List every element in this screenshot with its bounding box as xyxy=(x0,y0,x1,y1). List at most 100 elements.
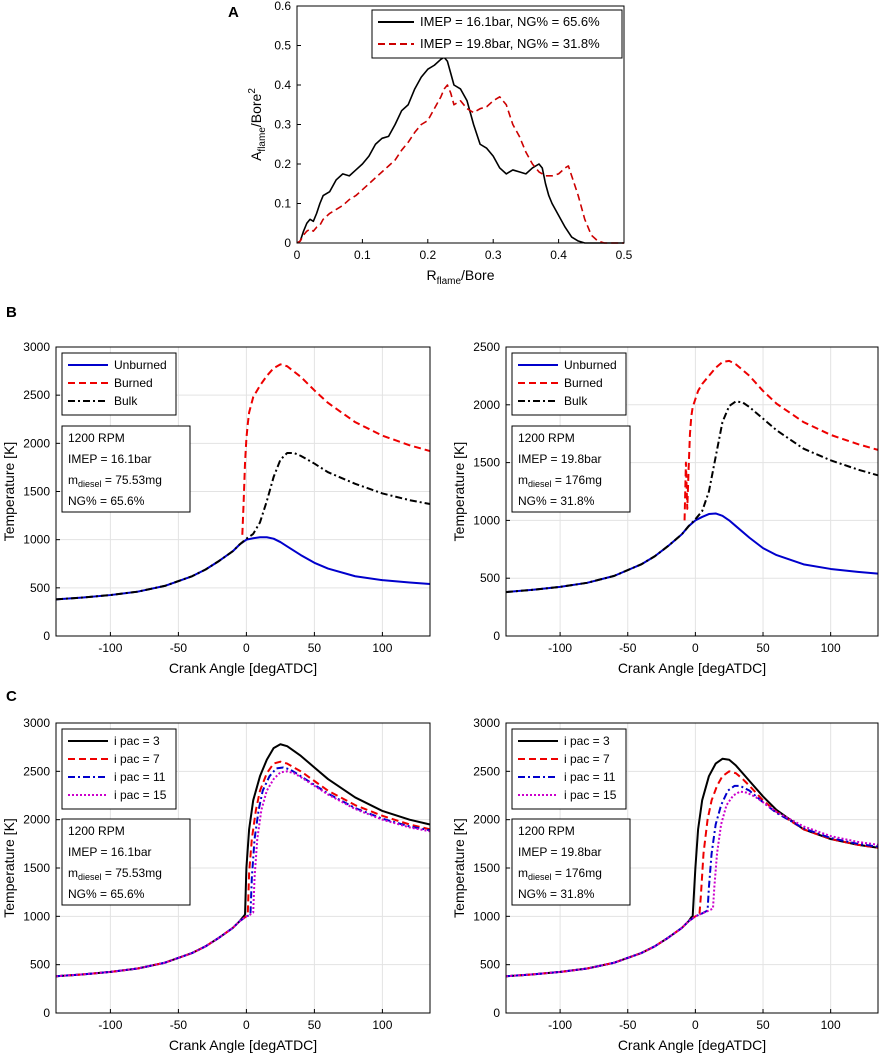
y-tick-label: 2500 xyxy=(473,340,500,354)
x-tick-label: 50 xyxy=(308,1018,322,1032)
x-tick-label: 0 xyxy=(692,1018,699,1032)
y-tick-label: 0 xyxy=(493,1006,500,1020)
y-tick-label: 0 xyxy=(43,629,50,643)
annotation-frame xyxy=(61,818,191,906)
x-tick-label: 0.3 xyxy=(485,248,502,262)
legend-entry: i pac = 3 xyxy=(564,734,610,748)
y-axis-label: Temperature [K] xyxy=(451,442,467,542)
legend-entry: i pac = 11 xyxy=(564,770,616,784)
y-tick-label: 500 xyxy=(30,581,50,595)
series-line-4 xyxy=(55,770,431,978)
y-tick-label: 0.3 xyxy=(274,118,291,132)
annotation-frame xyxy=(61,425,191,513)
x-tick-label: 50 xyxy=(308,641,322,655)
x-tick-label: 100 xyxy=(372,1018,392,1032)
series-line-2 xyxy=(296,84,624,244)
x-tick-label: -50 xyxy=(619,1018,637,1032)
y-tick-label: 1500 xyxy=(23,485,50,499)
annotation-line: 1200 RPM xyxy=(518,824,575,838)
x-axis-label: Crank Angle [degATDC] xyxy=(169,660,317,676)
y-tick-label: 3000 xyxy=(23,340,50,354)
x-tick-label: -100 xyxy=(98,641,122,655)
series-line-2 xyxy=(683,359,879,521)
y-tick-label: 2000 xyxy=(473,813,500,827)
legend-entry: IMEP = 19.8bar, NG% = 31.8% xyxy=(420,36,600,51)
series-line-1 xyxy=(296,56,624,244)
y-tick-label: 0 xyxy=(493,629,500,643)
y-tick-label: 500 xyxy=(480,571,500,585)
y-tick-label: 1000 xyxy=(473,513,500,527)
series-line-1 xyxy=(55,536,431,601)
chart-c-left: -100 -50 0 50 100050010001500200025003000Cra… xyxy=(1,716,431,1053)
y-tick-label: 500 xyxy=(30,958,50,972)
x-tick-label: 0.5 xyxy=(616,248,633,262)
x-tick-label: -100 xyxy=(548,641,572,655)
legend-entry: i pac = 15 xyxy=(564,788,617,802)
annotation-line: 1200 RPM xyxy=(68,431,125,445)
x-tick-label: -50 xyxy=(170,1018,188,1032)
y-tick-label: 2000 xyxy=(23,436,50,450)
annotation-line: mdiesel = 75.53mg xyxy=(68,866,162,882)
x-tick-label: 0.4 xyxy=(550,248,567,262)
x-tick-label: 100 xyxy=(821,641,841,655)
x-tick-label: -50 xyxy=(170,641,188,655)
annotation-line: IMEP = 19.8bar xyxy=(518,452,602,466)
y-tick-label: 0 xyxy=(43,1006,50,1020)
annotation-line: NG% = 31.8% xyxy=(518,887,595,901)
series-line-2 xyxy=(55,760,431,978)
annotation-line: IMEP = 19.8bar xyxy=(518,845,602,859)
legend-entry: Bulk xyxy=(114,394,138,408)
x-tick-label: -50 xyxy=(619,641,637,655)
annotation-box: 1200 RPM IMEP = 19.8bar mdiesel = 176mg NG%… xyxy=(511,818,631,906)
panel-label-c: C xyxy=(6,688,17,705)
annotation-frame xyxy=(511,425,631,513)
series-line-4 xyxy=(505,790,879,978)
series-line-3 xyxy=(505,400,879,594)
legend-entry: i pac = 3 xyxy=(114,734,160,748)
y-tick-label: 2000 xyxy=(23,813,50,827)
annotation-line: IMEP = 16.1bar xyxy=(68,845,152,859)
legend: Unburned Burned Bulk xyxy=(511,352,627,416)
legend-box xyxy=(371,9,623,59)
chart-c-right: -100 -50 0 50 100050010001500200025003000Cra… xyxy=(451,716,879,1053)
series-line-3 xyxy=(55,451,431,601)
x-tick-label: 0 xyxy=(692,641,699,655)
x-tick-label: 0.1 xyxy=(354,248,371,262)
y-axis-label: Temperature [K] xyxy=(451,818,467,918)
annotation-line: NG% = 31.8% xyxy=(518,494,595,508)
legend-entry: i pac = 7 xyxy=(564,752,610,766)
series-line-2 xyxy=(241,363,431,535)
legend-entry: Unburned xyxy=(564,358,617,372)
y-tick-label: 0.4 xyxy=(274,78,291,92)
x-tick-label: 0 xyxy=(243,641,250,655)
legend-entry: i pac = 15 xyxy=(114,788,167,802)
annotation-line: NG% = 65.6% xyxy=(68,494,145,508)
y-tick-label: 2500 xyxy=(23,764,50,778)
legend-entry: Burned xyxy=(114,376,153,390)
y-tick-label: 0.1 xyxy=(274,197,291,211)
annotation-line: 1200 RPM xyxy=(68,824,125,838)
panel-label-a: A xyxy=(228,4,239,21)
y-tick-label: 3000 xyxy=(23,716,50,730)
annotation-box: 1200 RPM IMEP = 16.1bar mdiesel = 75.53mg N… xyxy=(61,818,191,906)
y-tick-label: 2000 xyxy=(473,398,500,412)
annotation-box: 1200 RPM IMEP = 19.8bar mdiesel = 176mg NG%… xyxy=(511,425,631,513)
legend-entry: i pac = 11 xyxy=(114,770,166,784)
annotation-line: IMEP = 16.1bar xyxy=(68,452,152,466)
x-tick-label: 0 xyxy=(243,1018,250,1032)
legend: IMEP = 16.1bar, NG% = 65.6% IMEP = 19.8ba… xyxy=(371,9,623,59)
annotation-line: 1200 RPM xyxy=(518,431,575,445)
chart-b-left: -100 -50 0 50 100050010001500200025003000Cra… xyxy=(1,340,431,676)
annotation-box: 1200 RPM IMEP = 16.1bar mdiesel = 75.53mg N… xyxy=(61,425,191,513)
x-axis-label: Crank Angle [degATDC] xyxy=(618,1037,766,1053)
x-tick-label: 0.2 xyxy=(419,248,436,262)
y-tick-label: 0 xyxy=(284,236,291,250)
legend-entry: IMEP = 16.1bar, NG% = 65.6% xyxy=(420,14,600,29)
annotation-frame xyxy=(511,818,631,906)
legend-entry: Bulk xyxy=(564,394,588,408)
x-axis-label: Crank Angle [degATDC] xyxy=(169,1037,317,1053)
y-axis-label: Temperature [K] xyxy=(1,818,17,918)
x-tick-label: 100 xyxy=(821,1018,841,1032)
